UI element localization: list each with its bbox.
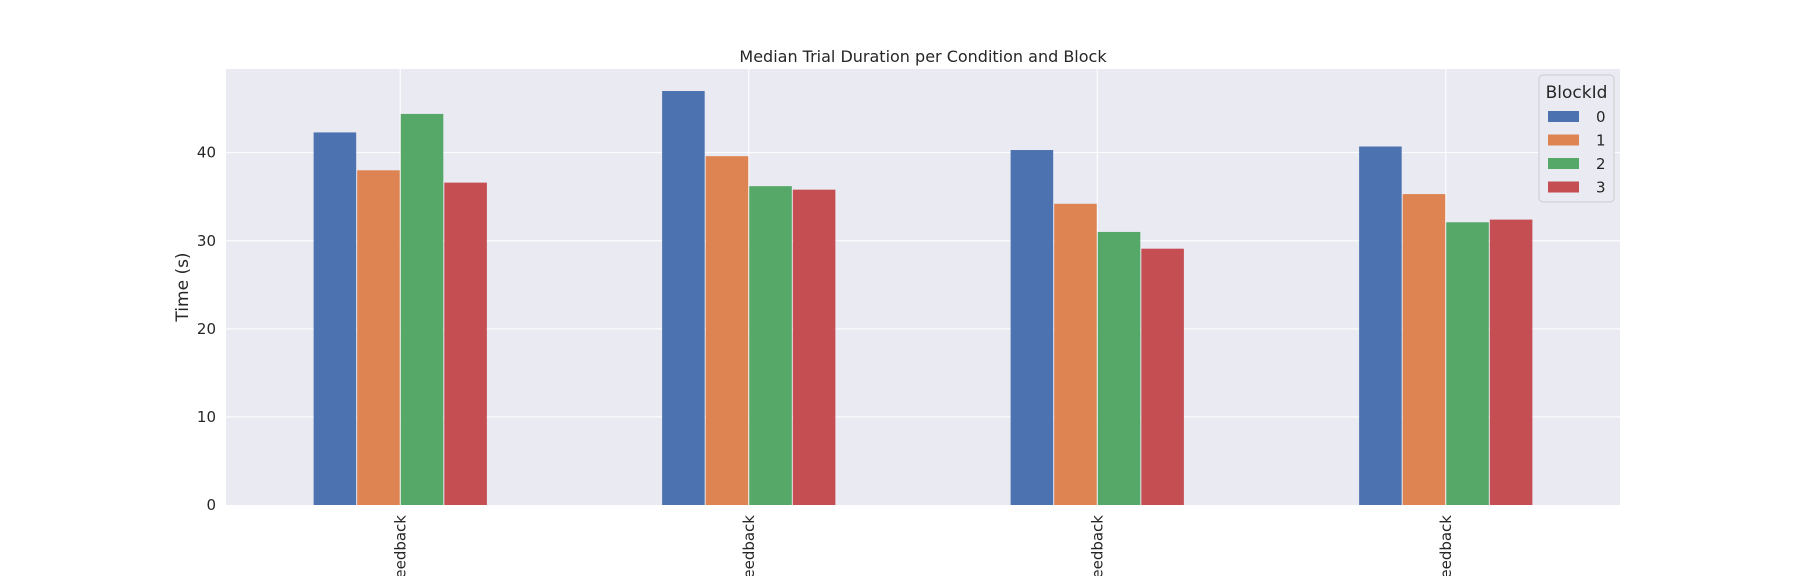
- x-tick-label: eedback: [391, 515, 409, 576]
- legend-label: 0: [1596, 108, 1606, 126]
- bars: [313, 91, 1533, 506]
- bar-1-block-3: [792, 189, 836, 505]
- bar-2-block-0: [1010, 150, 1054, 505]
- bar-0-block-3: [444, 182, 487, 505]
- bar-1-block-1: [705, 156, 749, 505]
- legend-title: BlockId: [1546, 83, 1608, 103]
- bar-0-block-1: [357, 170, 400, 506]
- bar-3-block-3: [1489, 219, 1533, 506]
- bar-2-block-2: [1097, 231, 1141, 505]
- bar-0-block-0: [313, 132, 357, 505]
- legend-swatch: [1548, 111, 1579, 122]
- y-tick-label: 0: [206, 496, 216, 514]
- bar-0-block-2: [400, 113, 444, 506]
- x-tick-label: eedback: [740, 515, 758, 576]
- legend-swatch: [1548, 134, 1579, 146]
- bar-2-block-1: [1054, 203, 1097, 505]
- bar-2-block-3: [1141, 248, 1184, 505]
- y-tick-label: 10: [197, 408, 216, 426]
- x-tick-label: eedback: [1088, 515, 1106, 576]
- y-tick-label: 20: [197, 320, 216, 338]
- legend-label: 1: [1596, 132, 1606, 150]
- legend-label: 2: [1596, 155, 1606, 173]
- x-tick-labels: eedback eedback eedback eedback: [391, 515, 1455, 576]
- bar-3-block-0: [1359, 146, 1402, 505]
- bar-1-block-0: [662, 91, 705, 505]
- x-tick-label: eedback: [1437, 515, 1455, 576]
- chart-title: Median Trial Duration per Condition and …: [739, 47, 1107, 66]
- legend: BlockId 0 1 2 3: [1538, 74, 1615, 203]
- y-tick-labels: 0 10 20 30 40: [197, 144, 216, 514]
- y-tick-label: 40: [197, 144, 216, 162]
- bar-1-block-2: [749, 186, 792, 506]
- legend-swatch: [1548, 181, 1579, 193]
- legend-swatch: [1548, 158, 1579, 169]
- y-axis-label: Time (s): [173, 252, 193, 322]
- bar-3-block-1: [1402, 194, 1446, 505]
- bar-3-block-2: [1446, 222, 1489, 505]
- y-tick-label: 30: [197, 232, 216, 250]
- legend-label: 3: [1596, 179, 1606, 197]
